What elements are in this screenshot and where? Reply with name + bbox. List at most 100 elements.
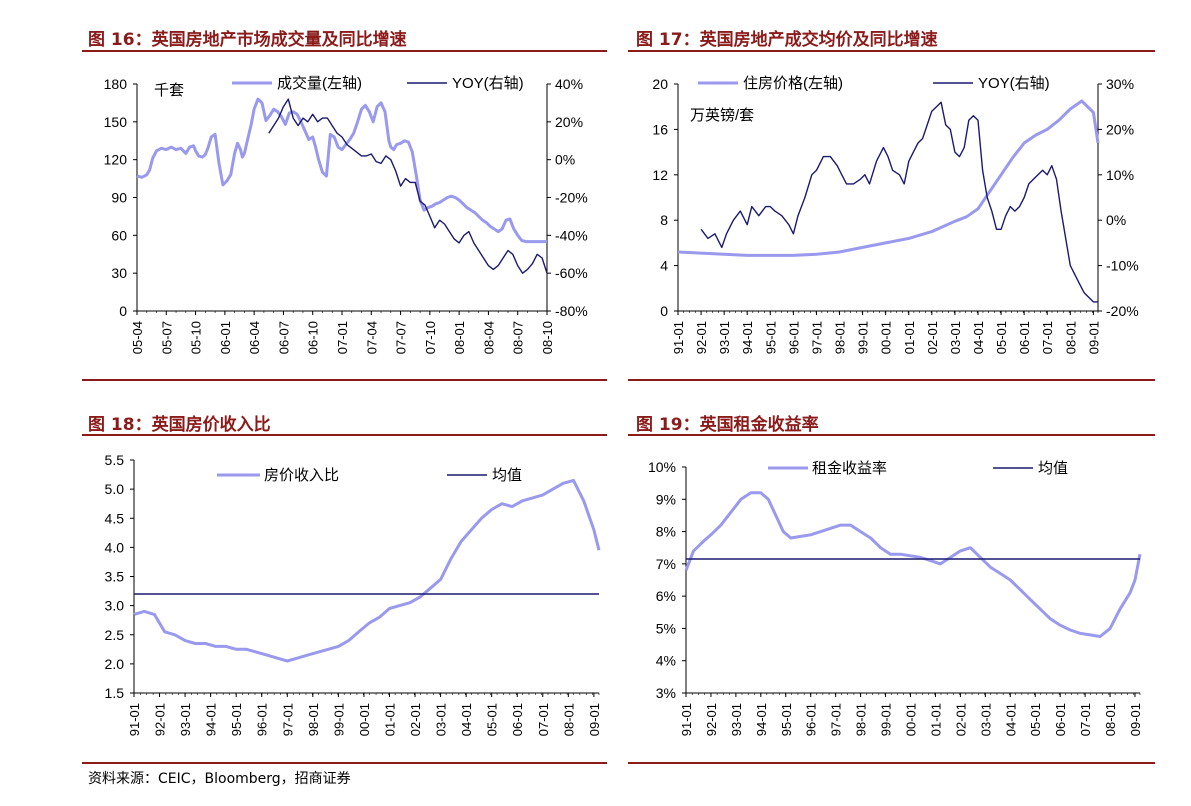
legend-label-1: 房价收入比 [264, 467, 339, 484]
x-tick-label: 09-01 [1086, 321, 1101, 354]
title-rule [82, 434, 607, 436]
x-tick-label: 07-01 [1040, 321, 1055, 354]
x-tick-label: 07-01 [335, 321, 350, 354]
y-tick-label: 20 [652, 76, 668, 92]
y-right-tick-label: -20% [555, 190, 588, 206]
x-tick-label: 95-01 [779, 703, 794, 736]
x-tick-label: 08-10 [540, 321, 555, 354]
y-tick-label: 9% [656, 491, 676, 507]
x-tick-label: 08-01 [1103, 703, 1118, 736]
series-line-1 [133, 478, 601, 663]
x-tick-label: 07-10 [423, 321, 438, 354]
x-tick-label: 08-07 [511, 321, 526, 354]
x-tick-label: 07-04 [364, 321, 379, 354]
x-tick-label: 98-01 [833, 321, 848, 354]
x-tick-label: 06-01 [510, 703, 525, 736]
y-tick-label: 30 [111, 265, 127, 281]
y-tick-label: 12 [652, 167, 668, 183]
y-tick-label: 0 [119, 303, 127, 319]
x-tick-label: 05-10 [189, 321, 204, 354]
unit-label: 万英镑/套 [690, 106, 754, 124]
x-tick-label: 01-01 [902, 321, 917, 354]
x-tick-label: 99-01 [331, 703, 346, 736]
y-tick-label: 150 [104, 114, 128, 130]
x-tick-label: 05-01 [1028, 703, 1043, 736]
x-tick-label: 93-01 [178, 703, 193, 736]
x-tick-label: 03-01 [948, 321, 963, 354]
x-tick-label: 00-01 [879, 321, 894, 354]
x-tick-label: 04-01 [459, 703, 474, 736]
y-right-tick-label: -60% [555, 265, 588, 281]
y-right-tick-label: -80% [555, 303, 588, 319]
y-right-tick-label: 10% [1106, 167, 1134, 183]
chart-17: 0 4 8 12 16 20 -20% -10% 0% 10% 20% 30% 91-01 92-01 93… [652, 75, 1139, 354]
y-tick-label: 4% [656, 653, 676, 669]
legend-label-2: 均值 [492, 467, 522, 484]
y-tick-label: 5.5 [105, 452, 125, 468]
y-right-tick-label: -40% [555, 227, 588, 243]
y-tick-label: 16 [652, 121, 668, 137]
x-tick-label: 98-01 [854, 703, 869, 736]
x-tick-label: 94-01 [740, 321, 755, 354]
x-tick-label: 91-01 [127, 703, 142, 736]
x-tick-label: 96-01 [255, 703, 270, 736]
x-tick-label: 06-04 [247, 321, 262, 354]
x-tick-label: 93-01 [729, 703, 744, 736]
x-tick-label: 06-10 [306, 321, 321, 354]
y-right-tick-label: -20% [1106, 303, 1139, 319]
panel-title-16: 图 16：英国房地产市场成交量及同比增速 [88, 30, 407, 50]
legend-label-1: 租金收益率 [812, 460, 887, 477]
series-line-1 [684, 491, 1142, 638]
x-tick-label: 06-01 [1053, 703, 1068, 736]
y-tick-label: 4.0 [105, 539, 125, 555]
x-tick-label: 99-01 [879, 703, 894, 736]
title-rule [628, 434, 1155, 436]
chart-16: 0 30 60 90 120 150 180 -80% -60% -40% -20% 0% 20% 40%… [104, 74, 588, 354]
y-tick-label: 2.0 [105, 656, 125, 672]
y-tick-label: 4.5 [105, 510, 125, 526]
y-tick-label: 60 [111, 227, 127, 243]
title-rule [82, 50, 607, 52]
y-tick-label: 2.5 [105, 627, 125, 643]
x-tick-label: 08-01 [561, 703, 576, 736]
legend-label-2: YOY(右轴) [978, 75, 1050, 92]
x-tick-label: 93-01 [717, 321, 732, 354]
legend-label-2: 均值 [1038, 460, 1068, 477]
x-tick-label: 96-01 [786, 321, 801, 354]
series-line-1 [136, 97, 547, 244]
x-tick-label: 95-01 [229, 703, 244, 736]
y-tick-label: 8 [660, 212, 668, 228]
title-rule [628, 50, 1155, 52]
x-tick-label: 01-01 [928, 703, 943, 736]
x-tick-label: 01-01 [382, 703, 397, 736]
x-tick-label: 05-01 [485, 703, 500, 736]
x-tick-label: 09-01 [587, 703, 602, 736]
x-tick-label: 98-01 [306, 703, 321, 736]
y-right-tick-label: 0% [555, 152, 575, 168]
y-tick-label: 5.0 [105, 481, 125, 497]
bottom-rule [82, 762, 607, 764]
x-tick-label: 06-01 [1017, 321, 1032, 354]
x-tick-label: 04-01 [971, 321, 986, 354]
y-tick-label: 5% [656, 620, 676, 636]
legend-label-1: 成交量(左轴) [277, 74, 362, 92]
bottom-rule [628, 762, 1155, 764]
x-tick-label: 94-01 [754, 703, 769, 736]
x-tick-label: 92-01 [153, 703, 168, 736]
y-tick-label: 10% [648, 459, 676, 475]
y-tick-label: 90 [111, 190, 127, 206]
x-tick-label: 03-01 [978, 703, 993, 736]
y-tick-label: 4 [660, 258, 668, 274]
x-tick-label: 09-01 [1128, 703, 1143, 736]
x-tick-label: 00-01 [357, 703, 372, 736]
y-right-tick-label: 30% [1106, 76, 1134, 92]
x-tick-label: 07-07 [394, 321, 409, 354]
x-tick-label: 95-01 [763, 321, 778, 354]
x-tick-label: 94-01 [204, 703, 219, 736]
x-tick-label: 92-01 [704, 703, 719, 736]
x-tick-label: 03-01 [434, 703, 449, 736]
bottom-rule [628, 379, 1155, 381]
x-tick-label: 02-01 [953, 703, 968, 736]
chart-18: 1.5 2.0 2.5 3.0 3.5 4.0 4.5 5.0 5.5 91-01 92-01 93-… [105, 452, 602, 736]
x-tick-label: 06-01 [218, 321, 233, 354]
